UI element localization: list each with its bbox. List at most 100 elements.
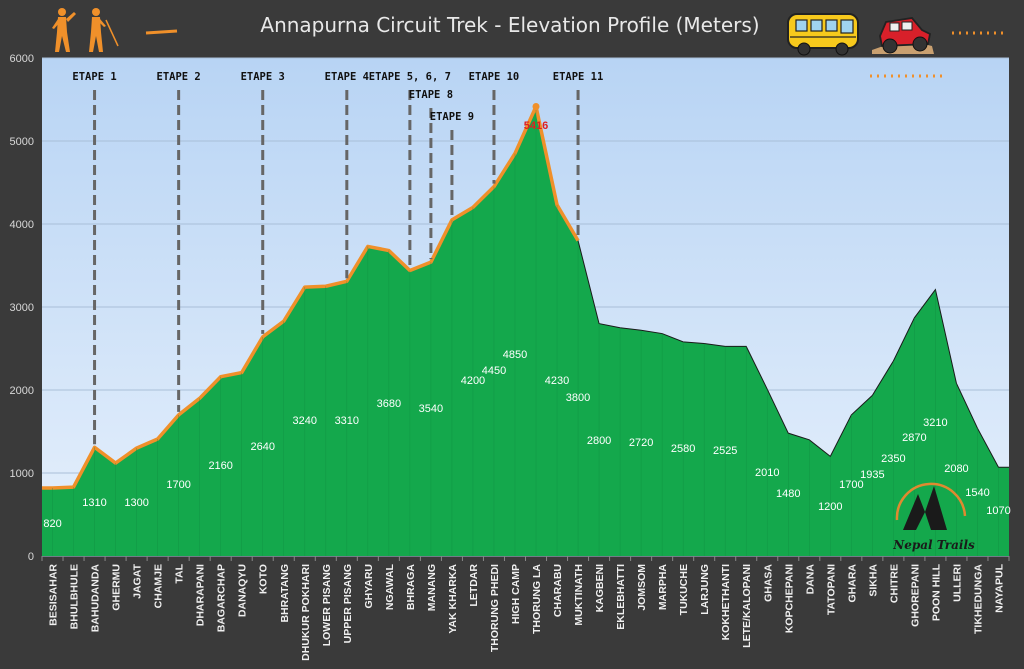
data-label: 1300 <box>124 497 148 509</box>
data-label: 2720 <box>629 437 653 449</box>
x-tick-label: MANANG <box>426 564 438 611</box>
x-tick-label: NGAWAL <box>384 563 396 610</box>
x-tick-label: HIGH CAMP <box>510 564 522 624</box>
data-label: 2010 <box>755 467 779 479</box>
data-labels: 820 1310 1300 1700 2160 2640 3240 3310 3680 3540 4… <box>43 120 1010 530</box>
x-tick-label: MUKTINATH <box>573 564 585 626</box>
data-label: 2160 <box>208 460 232 472</box>
y-tick-label: 3000 <box>10 302 34 314</box>
y-tick-label: 2000 <box>10 385 34 397</box>
stage-label: ETAPE 10 <box>469 71 520 83</box>
data-label: 4450 <box>482 365 506 377</box>
stage-label: ETAPE 2 <box>157 71 201 83</box>
logo-text: Nepal Trails <box>892 538 975 552</box>
x-tick-label: JAGAT <box>132 563 144 598</box>
bus-icon <box>787 13 859 56</box>
x-tick-label: MARPHA <box>657 564 669 610</box>
data-label: 2580 <box>671 443 695 455</box>
data-label: 2525 <box>713 445 737 457</box>
stage-label: ETAPE 3 <box>241 71 285 83</box>
jeep-icon <box>872 17 934 54</box>
x-tick-label: GHASA <box>762 564 774 602</box>
x-tick-label: THORUNG PHEDI <box>489 564 501 652</box>
y-tick-label: 1000 <box>10 468 34 480</box>
data-label: 1310 <box>82 497 106 509</box>
data-label: 3240 <box>293 415 317 427</box>
x-tick-label: TIKHEDUNGA <box>972 564 984 634</box>
x-tick-label: DHARAPANI <box>195 564 207 626</box>
x-tick-label: UPPER PISANG <box>342 564 354 643</box>
data-label: 4850 <box>503 349 527 361</box>
x-tick-label: DANAQYU <box>237 564 249 617</box>
stage-label: ETAPE 5, 6, 7 <box>369 71 451 83</box>
data-label: 1480 <box>776 488 800 500</box>
x-tick-label: GHERMU <box>111 564 123 611</box>
x-tick-label: CHARABU <box>552 564 564 617</box>
x-tick-label: JOMSOM <box>636 564 648 611</box>
x-tick-label: ULLERI <box>951 564 963 602</box>
x-tick-label: TAL <box>174 563 186 583</box>
x-tick-label: TATOPANI <box>825 564 837 615</box>
x-tick-label: BHRATANG <box>279 564 291 623</box>
stage-label: ETAPE 11 <box>553 71 604 83</box>
y-tick-label: 5000 <box>10 136 34 148</box>
stage-label: ETAPE 8 <box>409 89 453 101</box>
x-tick-label: GHARA <box>846 564 858 603</box>
data-label: 1700 <box>166 479 190 491</box>
x-tick-label: YAK KHARKA <box>447 564 459 634</box>
x-tick-label: DHUKUR POKHARI <box>300 564 312 661</box>
x-tick-label: KOPCHEPANI <box>783 564 795 633</box>
x-tick-label: BHULBHULE <box>69 564 81 629</box>
x-tick-label: GHYARU <box>363 564 375 609</box>
x-tick-label: LOWER PISANG <box>321 564 333 646</box>
x-tick-label: KOTO <box>258 564 270 594</box>
x-tick-label: NAYAPUL <box>993 563 1005 612</box>
data-label: 3310 <box>335 415 359 427</box>
x-tick-label: THORUNG LA <box>531 564 543 634</box>
data-label: 2350 <box>881 453 905 465</box>
peak-label: 5416 <box>524 120 548 132</box>
x-tick-label: GHOREPANI <box>909 564 921 627</box>
data-label: 3540 <box>419 403 443 415</box>
peak-point <box>532 102 540 110</box>
x-tick-label: LARJUNG <box>699 564 711 615</box>
data-label: 3800 <box>566 392 590 404</box>
y-tick-label: 4000 <box>10 219 34 231</box>
stage-label: ETAPE 1 <box>72 71 116 83</box>
data-label: 2800 <box>587 435 611 447</box>
data-label: 1070 <box>986 505 1010 517</box>
x-tick-label: BHRAGA <box>405 564 417 610</box>
elevation-area <box>41 102 1010 561</box>
data-label: 2080 <box>944 463 968 475</box>
x-tick-label: DANA <box>804 564 816 595</box>
stage-label: ETAPE 9 <box>430 111 474 123</box>
x-tick-label: EKLEBHATTI <box>615 564 627 630</box>
x-tick-label: CHAMJE <box>153 564 165 608</box>
data-label: 2870 <box>902 432 926 444</box>
x-axis: BESISAHAR BHULBHULE BAHUDANDA GHERMU JAGAT CH… <box>48 563 1006 660</box>
data-label: 1700 <box>839 479 863 491</box>
x-tick-label: POON HILL <box>930 563 942 621</box>
y-tick-label: 0 <box>28 551 34 563</box>
y-tick-label: 6000 <box>10 53 34 65</box>
x-tick-label: TUKUCHE <box>678 564 690 615</box>
data-label: 4200 <box>461 375 485 387</box>
data-label: 1540 <box>965 487 989 499</box>
x-tick-label: BESISAHAR <box>48 564 60 626</box>
data-label: 1935 <box>860 469 884 481</box>
hiker-icon <box>52 8 76 52</box>
y-axis: 0 1000 2000 3000 4000 5000 6000 <box>10 53 34 563</box>
data-label: 3680 <box>377 398 401 410</box>
stage-label: ETAPE 4 <box>325 71 369 83</box>
data-label: 4230 <box>545 375 569 387</box>
x-tick-label: SIKHA <box>867 564 879 597</box>
data-label: 1200 <box>818 501 842 513</box>
x-tick-label: BAGARCHAP <box>216 564 228 632</box>
data-label: 820 <box>43 518 61 530</box>
stage-markers: ETAPE 1 ETAPE 2 ETAPE 3 ETAPE 4 ETAPE 5, 6, … <box>72 71 604 445</box>
x-tick-label: CHITRE <box>888 564 900 603</box>
trek-legend-line <box>145 29 178 35</box>
x-tick-label: BAHUDANDA <box>90 564 102 633</box>
data-label: 2640 <box>250 441 274 453</box>
